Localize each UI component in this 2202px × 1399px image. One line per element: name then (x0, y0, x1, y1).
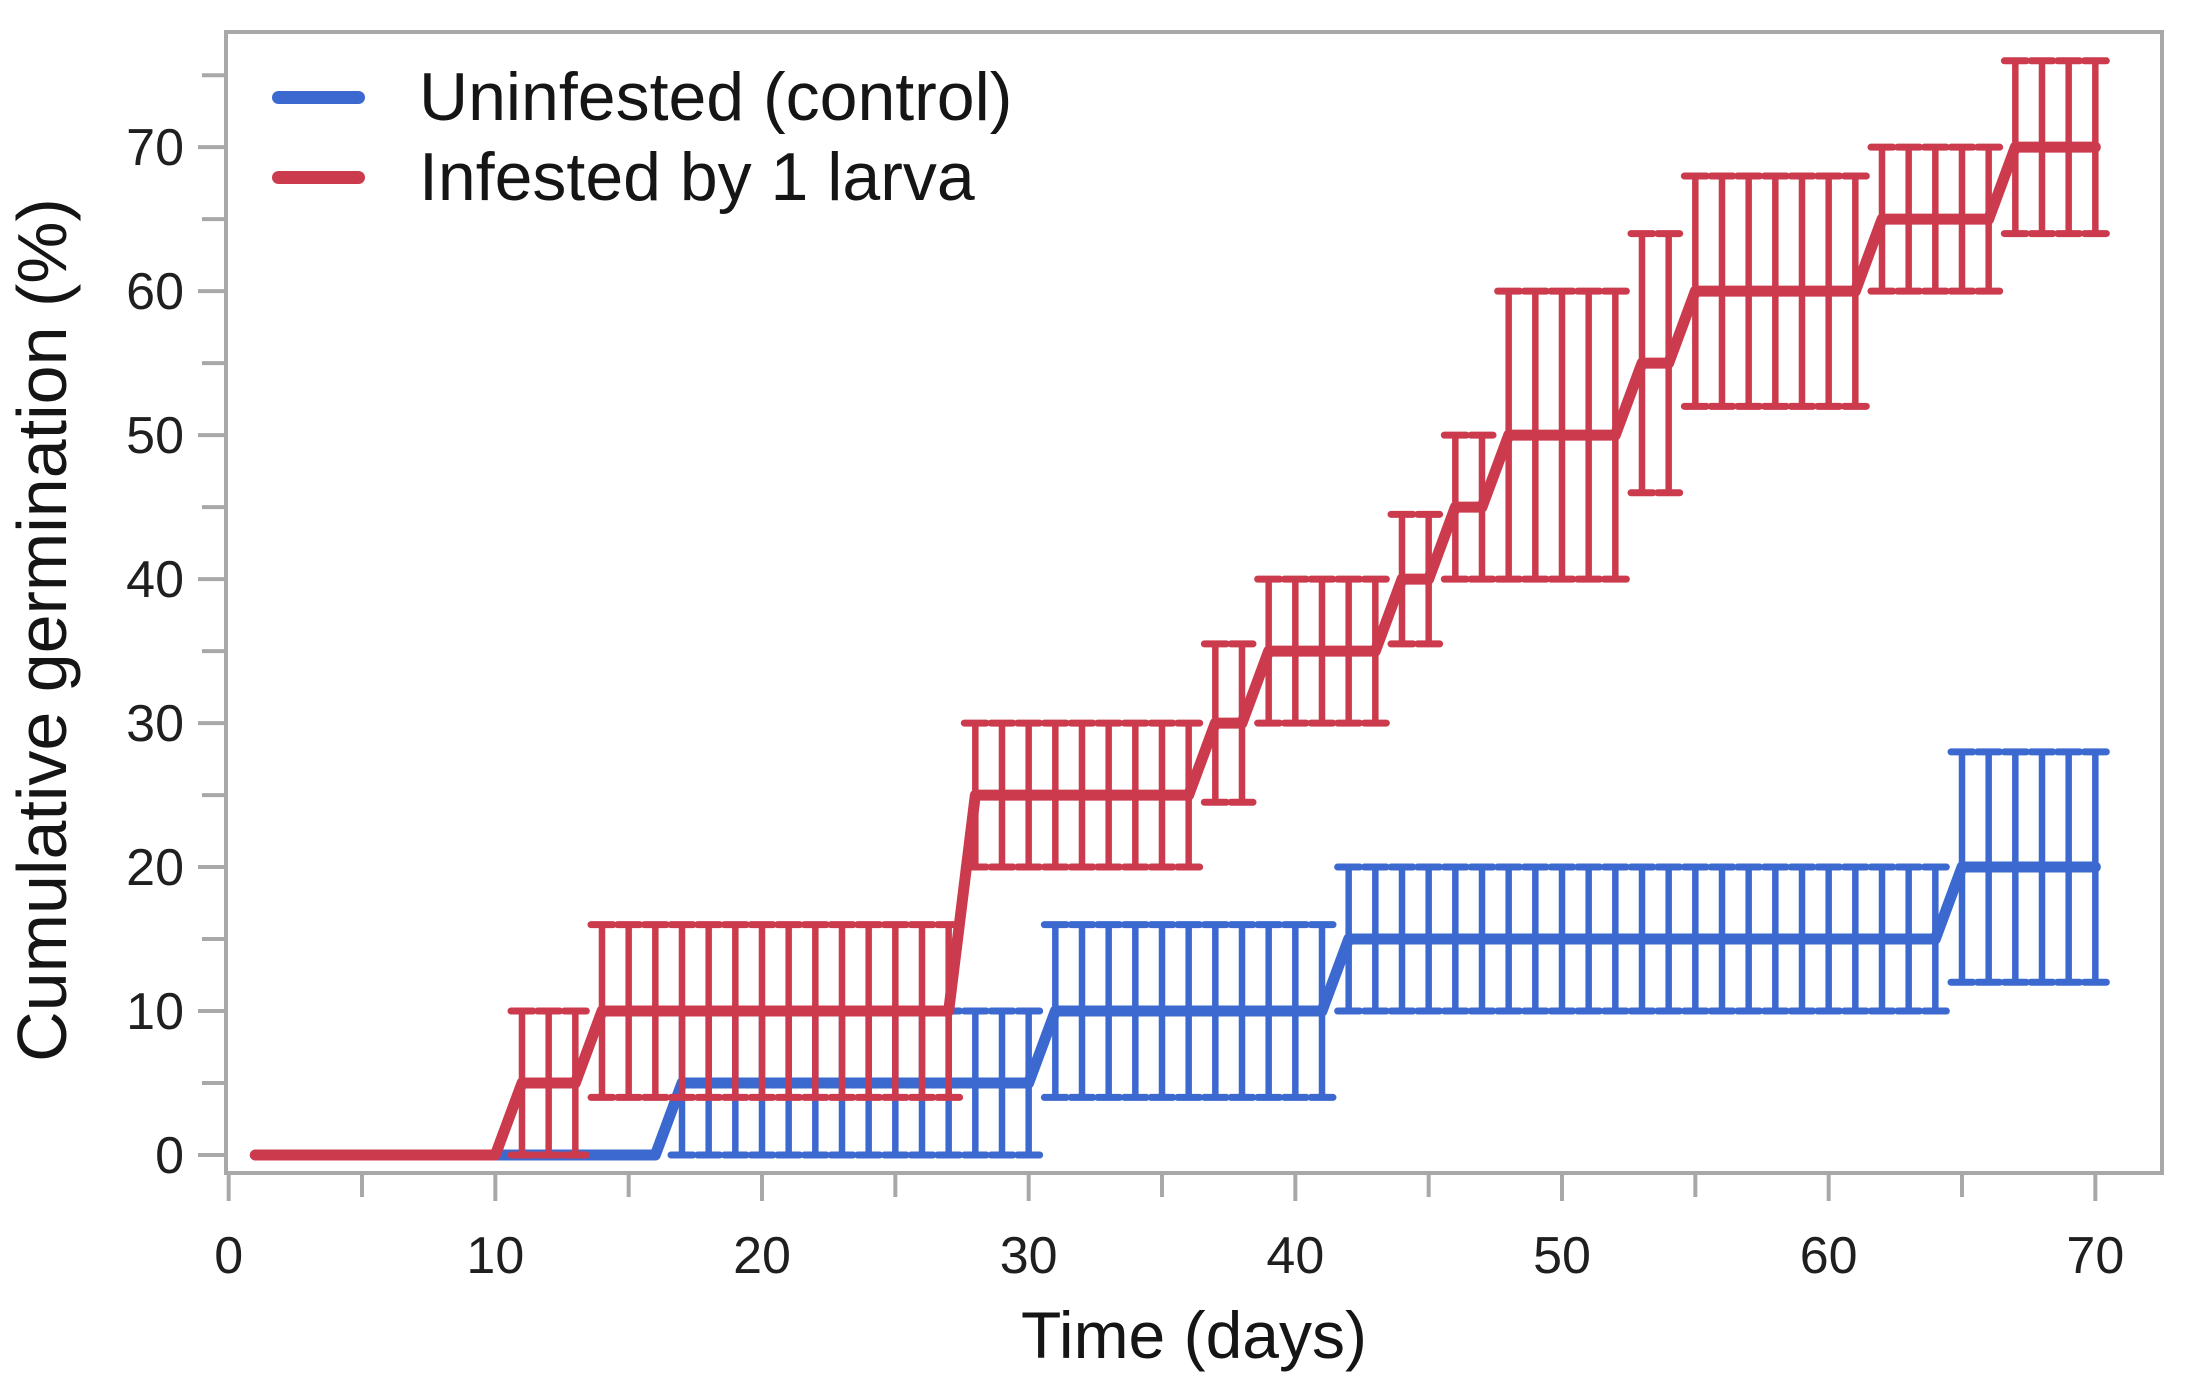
y-tick-label: 70 (126, 119, 184, 177)
legend-label-infested: Infested by 1 larva (419, 139, 975, 215)
legend: Uninfested (control) Infested by 1 larva (272, 57, 1012, 217)
legend-item-uninfested: Uninfested (control) (272, 57, 1012, 137)
x-tick-label: 50 (1533, 1227, 1591, 1285)
x-tick-label: 20 (733, 1227, 791, 1285)
y-tick-label: 60 (126, 263, 184, 321)
y-tick-label: 40 (126, 551, 184, 609)
legend-swatch-infested (272, 170, 365, 184)
series-uninfested (249, 748, 2110, 1161)
x-tick-label: 60 (1800, 1227, 1858, 1285)
x-tick-label: 0 (214, 1227, 243, 1285)
x-tick-label: 30 (1000, 1227, 1058, 1285)
y-tick-label: 30 (126, 695, 184, 753)
legend-swatch-uninfested (272, 90, 365, 104)
y-tick-label: 20 (126, 839, 184, 897)
plot-frame (224, 30, 2164, 1175)
x-tick-label: 10 (466, 1227, 524, 1285)
legend-item-infested: Infested by 1 larva (272, 137, 1012, 217)
y-tick-label: 10 (126, 983, 184, 1041)
x-axis-ticks: 0 10 20 30 40 50 60 70 (214, 1173, 2124, 1285)
y-axis-title: Cumulative germination (%) (3, 198, 81, 1062)
error-bars (507, 57, 2110, 1159)
x-axis-title: Time (days) (1021, 1298, 1367, 1372)
x-tick-label: 70 (2066, 1227, 2124, 1285)
series-line (249, 861, 2101, 1161)
x-tick-label: 40 (1266, 1227, 1324, 1285)
series-infested (249, 57, 2110, 1161)
legend-label-uninfested: Uninfested (control) (419, 59, 1013, 135)
y-axis-ticks: 0 10 20 30 40 50 60 70 (126, 73, 226, 1185)
series-line (249, 141, 2101, 1161)
y-tick-label: 50 (126, 407, 184, 465)
y-tick-label: 0 (155, 1127, 184, 1185)
